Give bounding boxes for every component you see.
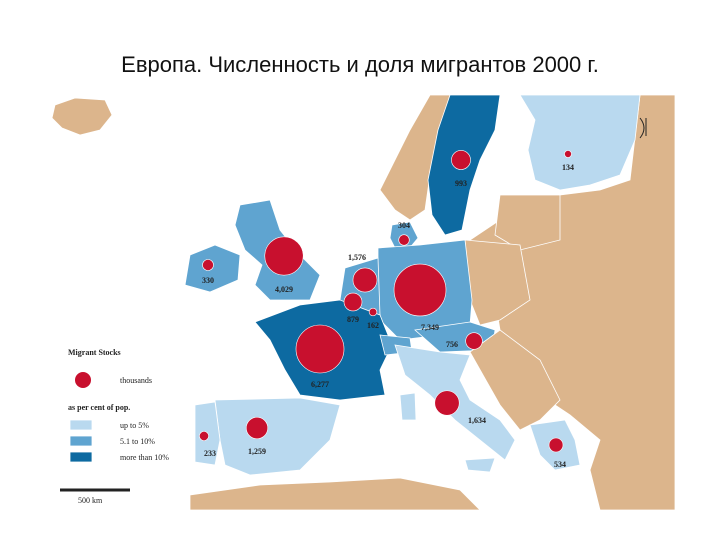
- migrant-circle: [199, 431, 209, 441]
- north-arrow: [639, 117, 647, 139]
- legend-title: Migrant Stocks: [68, 348, 121, 357]
- migrant-label: 304: [398, 221, 410, 230]
- legend-swatch: [69, 451, 93, 463]
- migrant-circle: [465, 332, 483, 350]
- migrant-circle: [264, 236, 304, 276]
- legend-class-label: 5.1 to 10%: [120, 437, 155, 446]
- migrant-label: 1,576: [348, 253, 366, 262]
- legend-share-title: as per cent of pop.: [68, 403, 130, 412]
- land: [51, 94, 676, 511]
- migrant-circle: [398, 234, 410, 246]
- migrant-circle: [451, 150, 471, 170]
- migrant-label: 534: [554, 460, 566, 469]
- legend-circle-label: thousands: [120, 376, 152, 385]
- migrant-label: 879: [347, 315, 359, 324]
- migrant-circle: [434, 390, 460, 416]
- migrant-label: 993: [455, 179, 467, 188]
- migrant-label: 7,349: [421, 323, 439, 332]
- legend-class-label: more than 10%: [120, 453, 169, 462]
- migrant-circle: [368, 307, 378, 317]
- migrant-circle: [564, 150, 572, 158]
- migrant-circle: [202, 259, 214, 271]
- migrant-circle: [295, 324, 345, 374]
- migrant-circle: [548, 437, 564, 453]
- legend-class-label: up to 5%: [120, 421, 149, 430]
- migrant-label: 6,277: [311, 380, 329, 389]
- scale-label: 500 km: [78, 496, 103, 505]
- migrant-label: 330: [202, 276, 214, 285]
- migrant-label: 134: [562, 163, 574, 172]
- migrant-circle: [352, 267, 378, 293]
- migrant-label: 162: [367, 321, 379, 330]
- migrant-circle: [393, 263, 447, 317]
- migrant-circle: [245, 416, 269, 440]
- migrant-label: 756: [446, 340, 458, 349]
- migrant-label: 1,634: [468, 416, 486, 425]
- legend: Migrant Stocks thousands as per cent of …: [60, 348, 169, 505]
- slide-title: Европа. Численность и доля мигрантов 200…: [121, 52, 599, 77]
- migrant-label: 1,259: [248, 447, 266, 456]
- legend-swatch: [69, 435, 93, 447]
- migrant-circle: [343, 292, 363, 312]
- migrant-label: 233: [204, 449, 216, 458]
- migrant-label: 4,029: [275, 285, 293, 294]
- legend-swatch: [69, 419, 93, 431]
- legend-symbol: [75, 372, 91, 388]
- markers: 134 993 304 330 4,029 1,576 7,349 879 162 6,277 75…: [199, 150, 574, 469]
